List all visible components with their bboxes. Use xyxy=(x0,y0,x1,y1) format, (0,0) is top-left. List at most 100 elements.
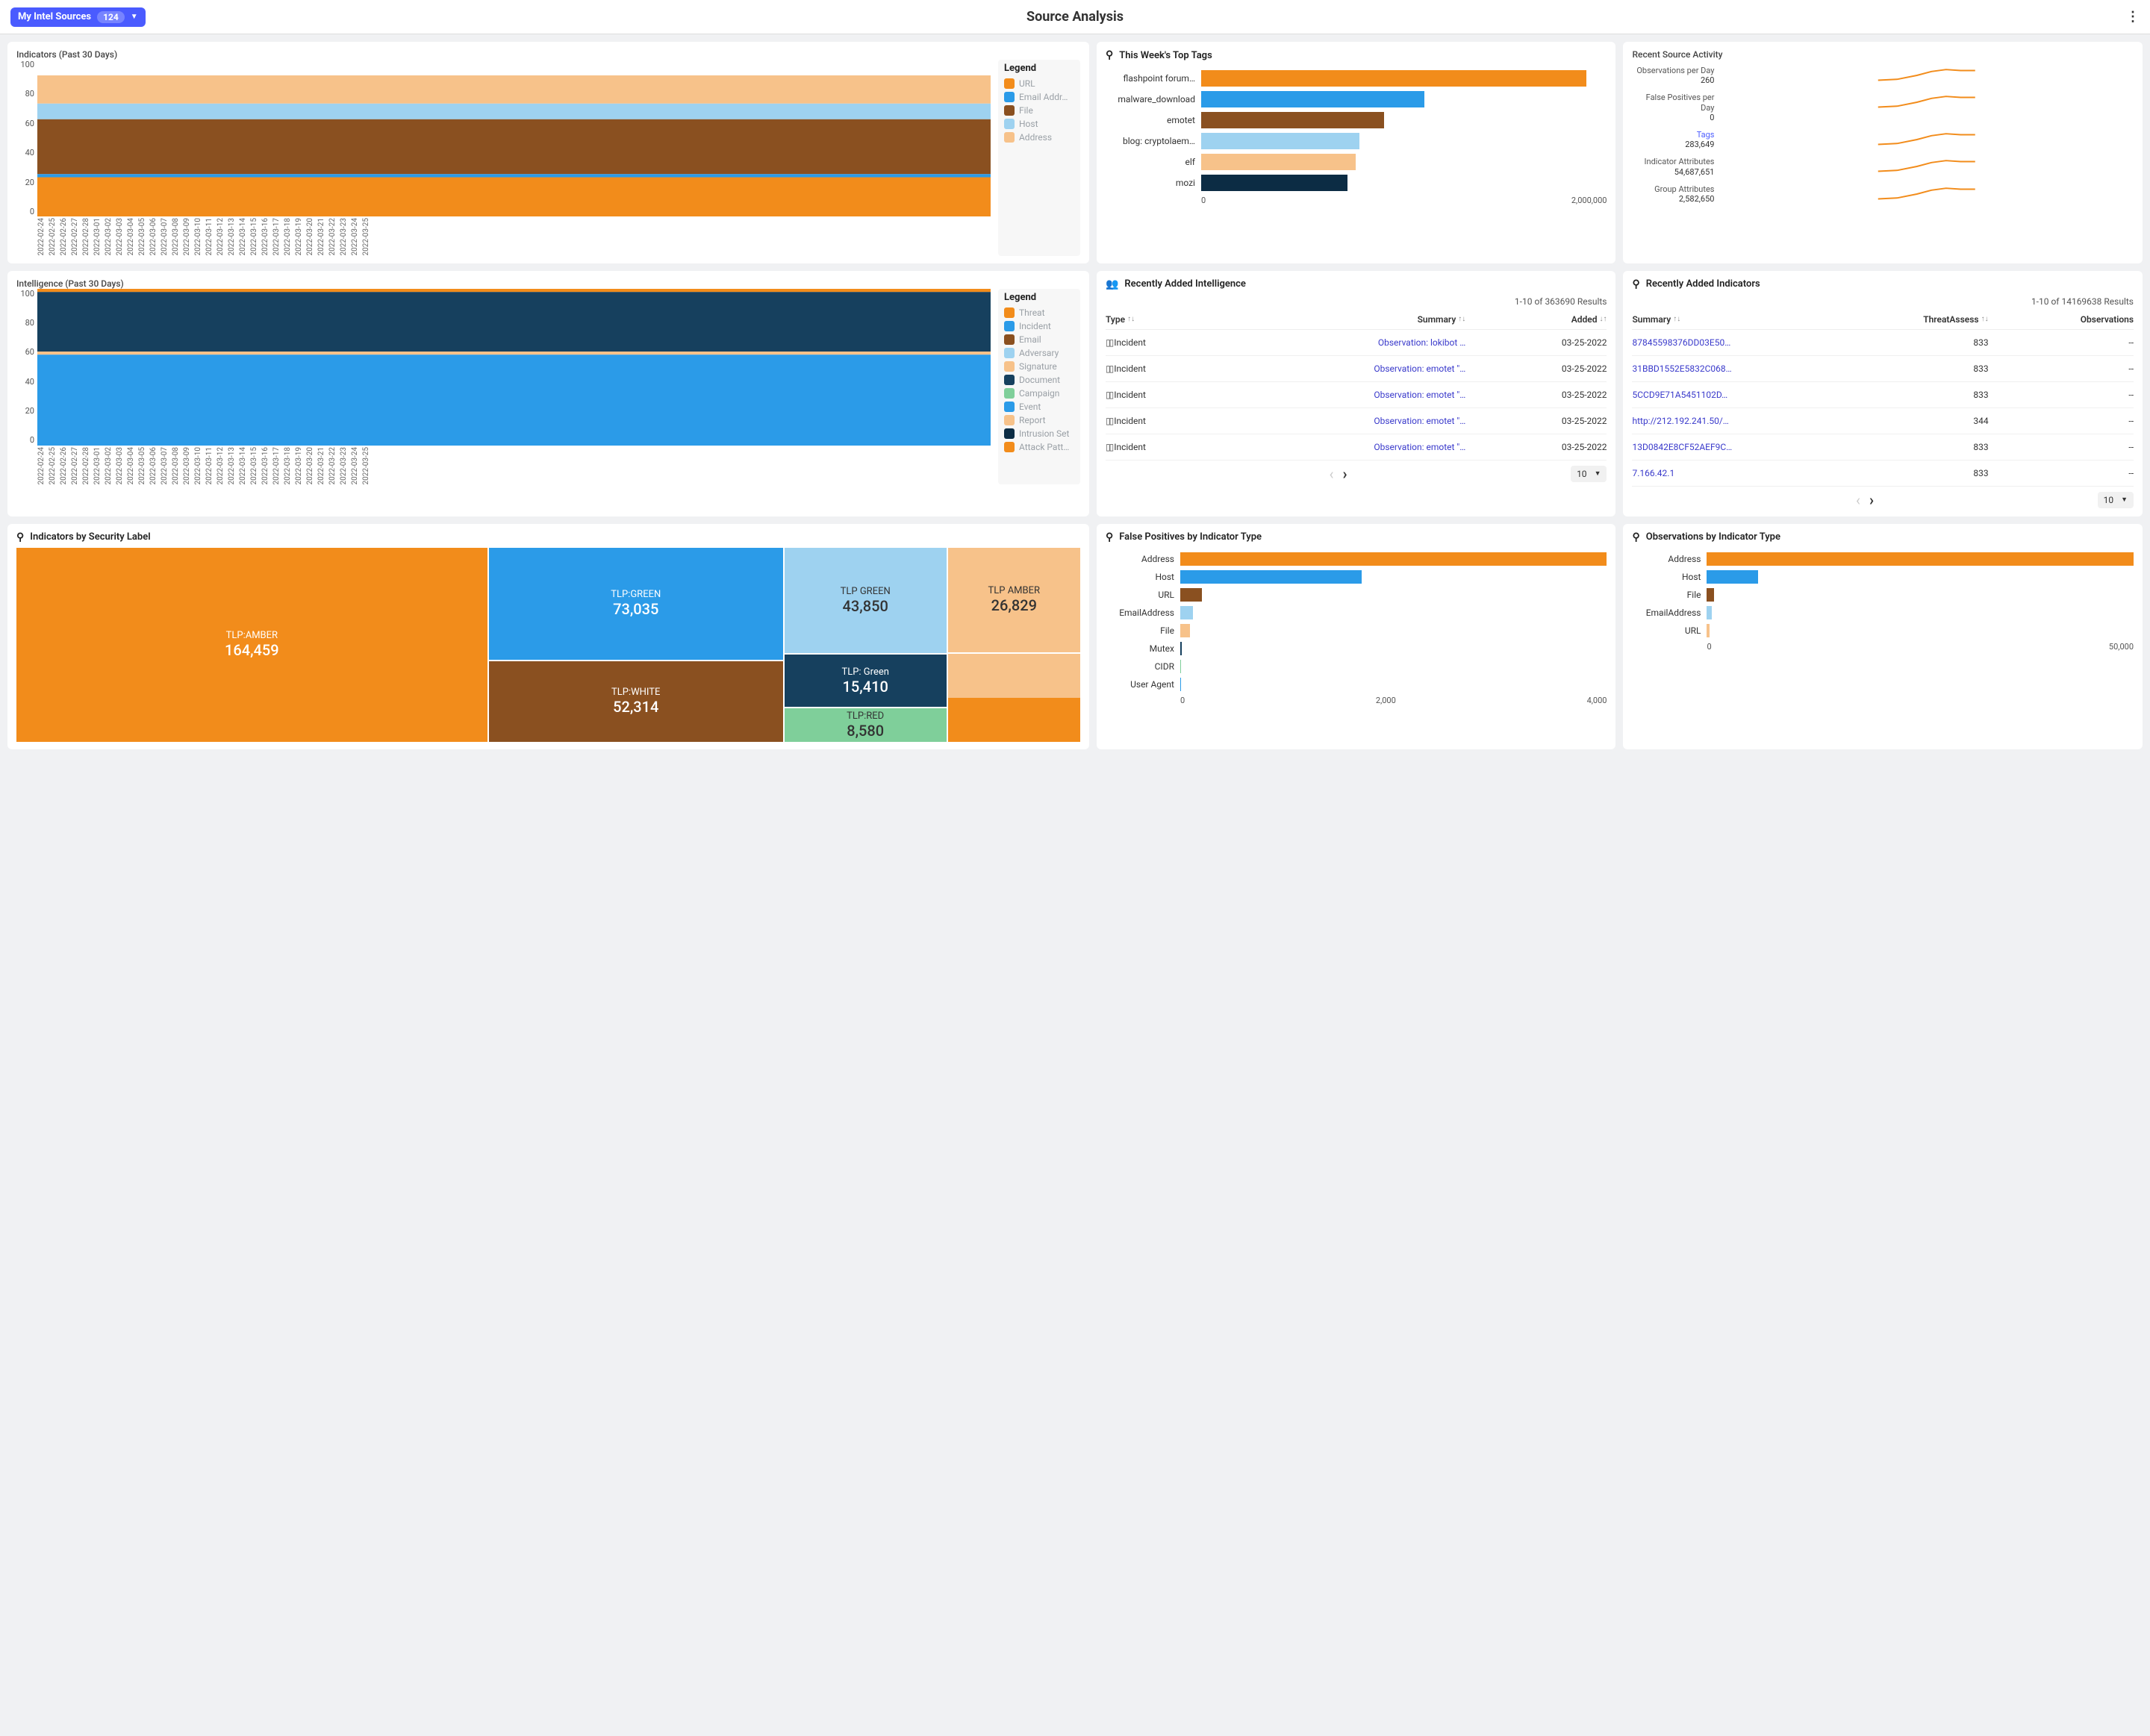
table-row[interactable]: 5CCD9E71A5451102D…833-- xyxy=(1632,382,2134,408)
bar-row[interactable]: File xyxy=(1632,588,2134,602)
bar-row[interactable]: elf xyxy=(1106,154,1607,170)
table-row[interactable]: 87845598376DD03E50…833-- xyxy=(1632,330,2134,356)
legend-item[interactable]: Adversary xyxy=(1004,346,1074,360)
bar-row[interactable]: Mutex xyxy=(1106,642,1607,655)
table-row[interactable]: 31BBD1552E5832C068…833-- xyxy=(1632,356,2134,382)
legend-item[interactable]: Host xyxy=(1004,117,1074,131)
table-row[interactable]: IncidentObservation: emotet "…03-25-2022 xyxy=(1106,356,1607,382)
summary-link[interactable]: http://212.192.241.50/… xyxy=(1632,416,1843,426)
legend-item[interactable]: Email Addr… xyxy=(1004,90,1074,104)
bar-row[interactable]: EmailAddress xyxy=(1632,606,2134,619)
summary-link[interactable]: Observation: emotet "… xyxy=(1247,416,1465,426)
legend-item[interactable]: Threat xyxy=(1004,306,1074,319)
col-added[interactable]: Added xyxy=(1571,314,1598,325)
legend-item[interactable]: Document xyxy=(1004,373,1074,387)
summary-link[interactable]: 13D0842E8CF52AEF9C… xyxy=(1632,442,1843,452)
x-tick: 2022-03-22 xyxy=(328,218,337,256)
treemap-chart[interactable]: TLP:AMBER164,459TLP:GREEN73,035TLP:WHITE… xyxy=(16,548,1080,742)
legend-item[interactable]: URL xyxy=(1004,77,1074,90)
table-row[interactable]: IncidentObservation: emotet "…03-25-2022 xyxy=(1106,408,1607,434)
legend-item[interactable]: Email xyxy=(1004,333,1074,346)
prev-page-icon[interactable]: ‹ xyxy=(1856,491,1860,509)
kebab-menu-icon[interactable]: ⋮ xyxy=(2126,9,2140,25)
intelligence-area-chart[interactable]: 100806040200 xyxy=(16,289,991,446)
legend-item[interactable]: File xyxy=(1004,104,1074,117)
treemap-box[interactable]: TLP:AMBER164,459 xyxy=(16,548,487,742)
sort-icon[interactable]: ↑↓ xyxy=(1127,315,1135,323)
source-selector-pill[interactable]: My Intel Sources 124 ▼ xyxy=(10,7,146,27)
sort-icon[interactable]: ↑↓ xyxy=(1981,315,1989,323)
summary-link[interactable]: 5CCD9E71A5451102D… xyxy=(1632,390,1843,400)
spark-row[interactable]: False Positives per Day0 xyxy=(1632,93,2134,122)
bar-row[interactable]: CIDR xyxy=(1106,660,1607,673)
indicators-area-chart[interactable]: 100806040200 xyxy=(16,60,991,216)
bar-row[interactable]: URL xyxy=(1632,624,2134,637)
bar-row[interactable]: URL xyxy=(1106,588,1607,602)
next-page-icon[interactable]: › xyxy=(1869,491,1874,509)
treemap-box[interactable]: TLP AMBER26,829 xyxy=(948,548,1080,653)
treemap-box[interactable] xyxy=(948,654,1080,741)
summary-link[interactable]: Observation: lokibot … xyxy=(1247,337,1465,348)
treemap-box[interactable]: TLP:WHITE52,314 xyxy=(489,661,783,742)
treemap-box[interactable]: TLP:GREEN73,035 xyxy=(489,548,783,661)
bar-row[interactable]: File xyxy=(1106,624,1607,637)
table-row[interactable]: IncidentObservation: emotet "…03-25-2022 xyxy=(1106,382,1607,408)
x-tick: 4,000 xyxy=(1587,696,1607,705)
bar-label: File xyxy=(1632,590,1701,600)
col-obs[interactable]: Observations xyxy=(2081,314,2134,325)
treemap-box[interactable]: TLP GREEN43,850 xyxy=(785,548,947,653)
y-axis: 100806040200 xyxy=(16,60,34,216)
sort-icon[interactable]: ↑↓ xyxy=(1673,315,1680,323)
next-page-icon[interactable]: › xyxy=(1343,465,1347,483)
bar-row[interactable]: User Agent xyxy=(1106,678,1607,691)
spark-row[interactable]: Observations per Day260 xyxy=(1632,66,2134,85)
spark-row[interactable]: Group Attributes2,582,650 xyxy=(1632,184,2134,204)
summary-link[interactable]: 31BBD1552E5832C068… xyxy=(1632,363,1843,374)
treemap-box[interactable]: TLP:RED8,580 xyxy=(785,708,947,741)
bar-row[interactable]: Address xyxy=(1632,552,2134,566)
summary-link[interactable]: 7.166.42.1 xyxy=(1632,468,1843,478)
bar-row[interactable]: emotet xyxy=(1106,112,1607,128)
legend-item[interactable]: Incident xyxy=(1004,319,1074,333)
page-size-select[interactable]: 10▼ xyxy=(1571,466,1607,482)
legend-item[interactable]: Intrusion Set xyxy=(1004,427,1074,440)
sort-icon[interactable]: ↓↑ xyxy=(1600,315,1607,323)
recent-activity-title: Recent Source Activity xyxy=(1632,49,2134,60)
bar-row[interactable]: flashpoint forum… xyxy=(1106,70,1607,87)
legend-item[interactable]: Address xyxy=(1004,131,1074,144)
sort-icon[interactable]: ↑↓ xyxy=(1458,315,1465,323)
bar-row[interactable]: Address xyxy=(1106,552,1607,566)
legend-item[interactable]: Signature xyxy=(1004,360,1074,373)
recent-intel-title: Recently Added Intelligence xyxy=(1124,278,1246,290)
col-summary[interactable]: Summary xyxy=(1418,314,1456,325)
bar-row[interactable]: EmailAddress xyxy=(1106,606,1607,619)
table-row[interactable]: IncidentObservation: emotet "…03-25-2022 xyxy=(1106,434,1607,460)
legend-item[interactable]: Attack Patt… xyxy=(1004,440,1074,454)
summary-link[interactable]: Observation: emotet "… xyxy=(1247,442,1465,452)
table-row[interactable]: 13D0842E8CF52AEF9C…833-- xyxy=(1632,434,2134,460)
bar-row[interactable]: Host xyxy=(1632,570,2134,584)
top-tags-panel: ⚲This Week's Top Tags flashpoint forum…m… xyxy=(1097,42,1616,263)
legend-item[interactable]: Report xyxy=(1004,413,1074,427)
col-type[interactable]: Type xyxy=(1106,314,1125,325)
table-row[interactable]: IncidentObservation: lokibot …03-25-2022 xyxy=(1106,330,1607,356)
spark-row[interactable]: Indicator Attributes54,687,651 xyxy=(1632,157,2134,176)
intelligence-chart-panel: Intelligence (Past 30 Days) 100806040200… xyxy=(7,271,1089,516)
treemap-box[interactable]: TLP: Green15,410 xyxy=(785,655,947,708)
page-size-select[interactable]: 10▼ xyxy=(2098,492,2134,508)
spark-row[interactable]: Tags283,649 xyxy=(1632,130,2134,149)
prev-page-icon[interactable]: ‹ xyxy=(1329,465,1333,483)
table-row[interactable]: 7.166.42.1833-- xyxy=(1632,460,2134,487)
summary-link[interactable]: Observation: emotet "… xyxy=(1247,390,1465,400)
bar-row[interactable]: blog: cryptolaem… xyxy=(1106,133,1607,149)
legend-item[interactable]: Event xyxy=(1004,400,1074,413)
table-row[interactable]: http://212.192.241.50/…344-- xyxy=(1632,408,2134,434)
col-threat[interactable]: ThreatAssess xyxy=(1923,314,1978,325)
legend-item[interactable]: Campaign xyxy=(1004,387,1074,400)
bar-row[interactable]: malware_download xyxy=(1106,91,1607,107)
bar-row[interactable]: Host xyxy=(1106,570,1607,584)
col-summary[interactable]: Summary xyxy=(1632,314,1671,325)
bar-row[interactable]: mozi xyxy=(1106,175,1607,191)
summary-link[interactable]: 87845598376DD03E50… xyxy=(1632,337,1843,348)
summary-link[interactable]: Observation: emotet "… xyxy=(1247,363,1465,374)
